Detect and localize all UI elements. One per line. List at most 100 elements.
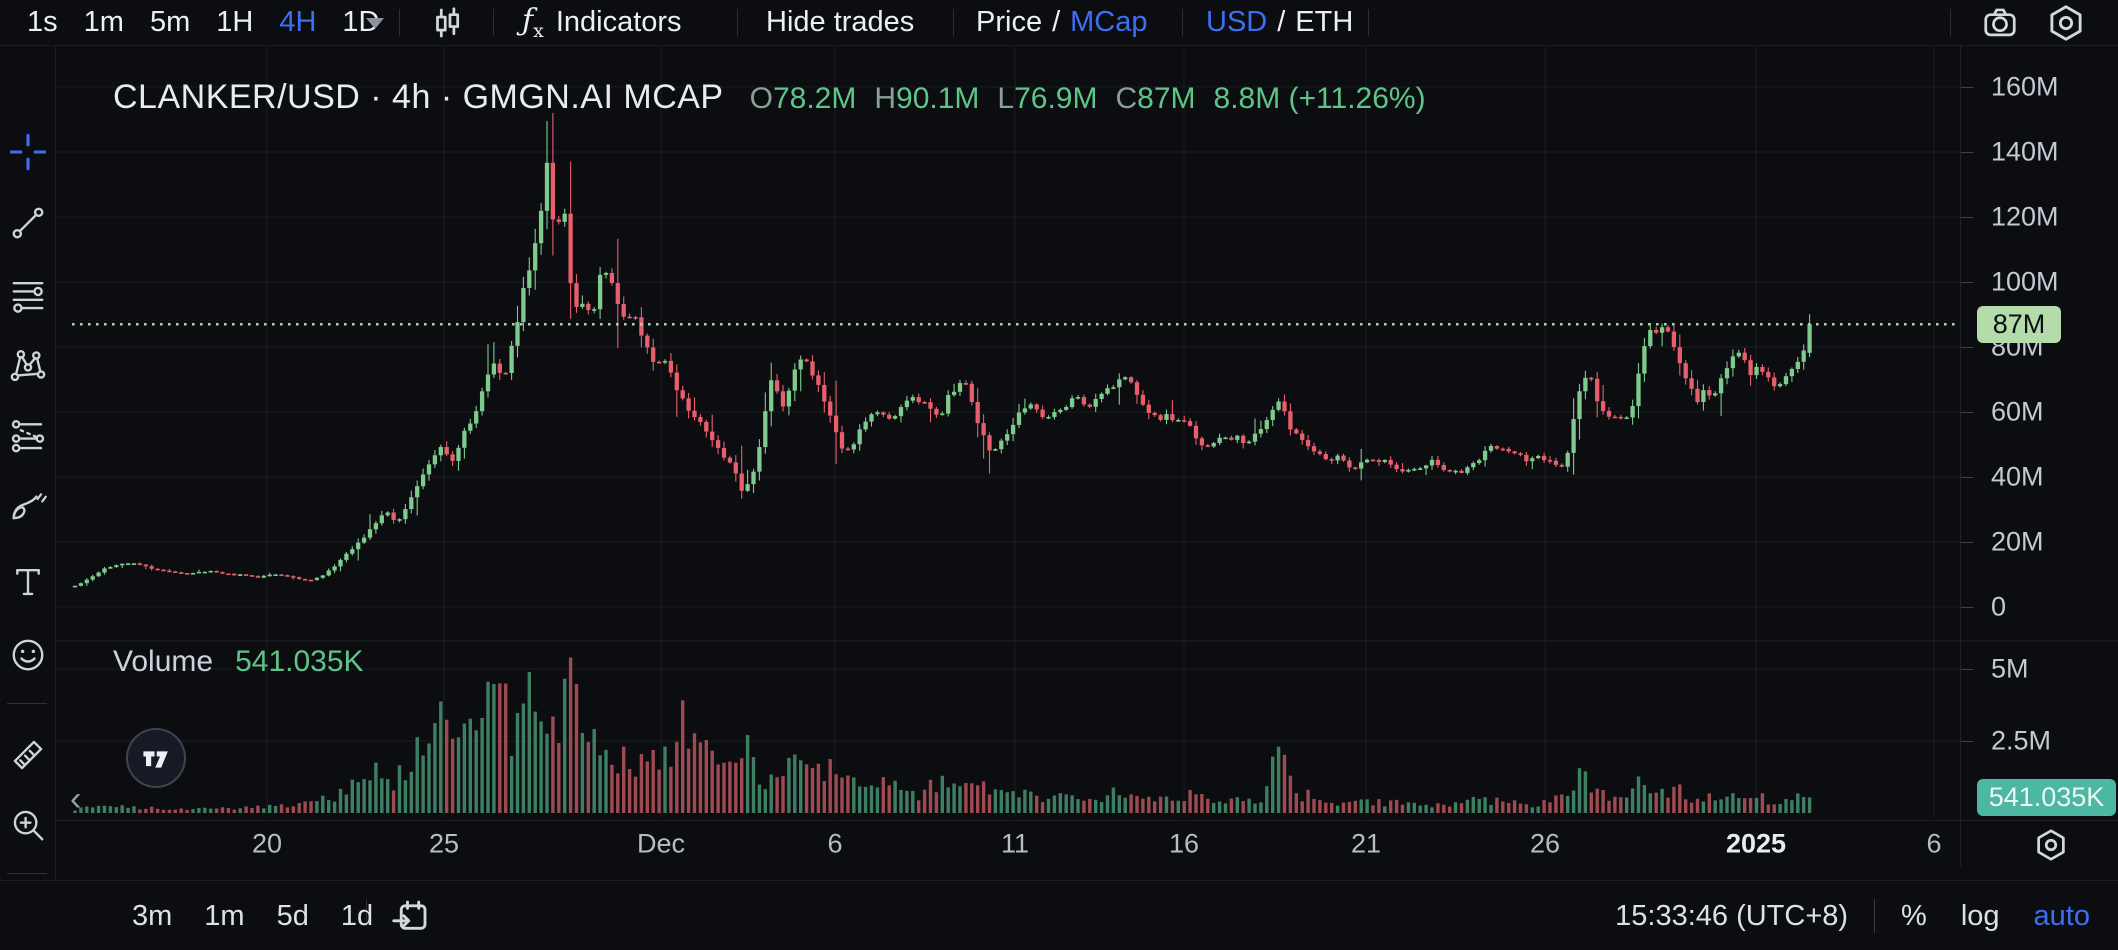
change-value: 8.8M (+11.26%): [1213, 82, 1426, 115]
price-mcap-toggle: Price / MCap: [976, 0, 1148, 45]
toolbar-divider: [1950, 9, 1951, 36]
toolbar-divider: [1874, 899, 1876, 933]
auto-scale-button[interactable]: auto: [2033, 899, 2090, 932]
eth-toggle[interactable]: ETH: [1295, 6, 1354, 38]
ohlc-L: L76.9M: [997, 82, 1098, 115]
last-price-badge: 87M: [1977, 305, 2061, 343]
clock-display[interactable]: 15:33:46 (UTC+8): [1615, 899, 1849, 932]
ohlc-H: H90.1M: [874, 82, 980, 115]
candle-style-button[interactable]: [428, 4, 466, 42]
price-tick-100M: 100M: [1991, 266, 2059, 297]
time-tick-21: 21: [1350, 828, 1382, 859]
go-to-date-button[interactable]: [390, 897, 430, 937]
range-1d[interactable]: 1d: [340, 899, 374, 932]
price-toggle[interactable]: Price: [976, 6, 1043, 38]
toolbar-divider: [737, 9, 738, 36]
timeframe-4H[interactable]: 4H: [279, 6, 317, 38]
gear-icon: [2050, 5, 2082, 41]
range-3m[interactable]: 3m: [132, 899, 173, 932]
price-scale[interactable]: 160M 140M 120M 100M 80M 60M 40M 20M 0 5M 2.5M: [1960, 45, 2118, 866]
slash-separator: /: [1052, 6, 1061, 38]
text-icon: [16, 568, 40, 596]
tool-xabcd-pattern[interactable]: [9, 346, 47, 384]
collapse-panel-chevron[interactable]: ‹: [70, 780, 82, 818]
price-tick-0: 0: [1991, 591, 2007, 622]
zoom-in-icon: [13, 810, 44, 841]
log-scale-button[interactable]: log: [1960, 899, 2000, 932]
timeframe-group: 1s 1m 5m 1H 4H 1D: [14, 0, 392, 45]
emoji-icon: [12, 639, 44, 671]
percent-scale-button[interactable]: %: [1901, 899, 1927, 932]
hide-trades-button[interactable]: Hide trades: [766, 6, 915, 38]
bottom-toolbar: 3m 1m 5d 1d 15:33:46 (UTC+8) % log auto: [0, 880, 2118, 950]
price-tick-140M: 140M: [1991, 136, 2059, 167]
time-tick-11: 11: [1000, 828, 1030, 859]
timeframe-1m[interactable]: 1m: [83, 6, 124, 38]
indicators-button[interactable]: ƒx Indicators: [522, 0, 682, 45]
tool-zoom-in[interactable]: [9, 806, 47, 844]
time-tick-2025: 2025: [1725, 828, 1787, 859]
volume-value: 541.035K: [235, 645, 364, 678]
volume-tick-2.5M: 2.5M: [1991, 725, 2052, 756]
calendar-arrow-icon: [392, 900, 427, 930]
drawing-toolbar: [0, 45, 56, 950]
axis-tick: [1961, 217, 1973, 218]
axis-tick: [1961, 152, 1973, 153]
scale-settings-button[interactable]: [2032, 826, 2070, 864]
volume-label: Volume: [113, 645, 214, 678]
chart-settings-button[interactable]: [2046, 3, 2086, 43]
time-scale[interactable]: 20 25 Dec 6 11 16 21 26 2025 6: [0, 820, 2118, 867]
symbol-title: CLANKER/USD · 4h · GMGN.AI MCAP: [113, 78, 724, 116]
toolbar-divider: [493, 9, 494, 36]
toolbar-divider: [7, 873, 47, 874]
fib-retracement-icon: [12, 281, 44, 313]
price-tick-160M: 160M: [1991, 71, 2059, 102]
chevron-down-icon[interactable]: [366, 18, 384, 29]
screenshot-button[interactable]: [1981, 4, 2019, 42]
fx-icon: ƒx: [522, 3, 544, 42]
toolbar-divider: [1182, 9, 1183, 36]
crosshair-icon: [9, 133, 47, 171]
time-tick-26: 26: [1529, 828, 1561, 859]
mcap-toggle[interactable]: MCap: [1070, 6, 1148, 38]
timeframe-1H[interactable]: 1H: [216, 6, 254, 38]
timeframe-5m[interactable]: 5m: [149, 6, 191, 38]
range-5d[interactable]: 5d: [276, 899, 309, 932]
axis-tick: [1961, 347, 1973, 348]
tool-text[interactable]: [9, 563, 47, 601]
slash-separator: /: [1277, 6, 1286, 38]
tradingview-logo[interactable]: [126, 728, 186, 788]
ruler-icon: [13, 740, 43, 770]
tool-brush[interactable]: [9, 486, 47, 524]
xabcd-pattern-icon: [10, 350, 46, 382]
usd-toggle[interactable]: USD: [1206, 6, 1268, 38]
top-toolbar: 1s 1m 5m 1H 4H 1D ƒx Indicators Hide trades P…: [0, 0, 2118, 46]
usd-eth-toggle: USD / ETH: [1206, 0, 1353, 45]
axis-tick: [1961, 669, 1973, 670]
candlestick-icon: [436, 7, 460, 38]
tool-fib-retracement[interactable]: [9, 276, 47, 314]
brush-icon: [12, 493, 47, 520]
time-tick-6: 6: [1926, 828, 1942, 859]
range-1m[interactable]: 1m: [204, 899, 245, 932]
tool-ruler[interactable]: [9, 736, 47, 774]
price-tick-20M: 20M: [1991, 526, 2044, 557]
timeframe-1s[interactable]: 1s: [27, 6, 58, 38]
tool-crosshair[interactable]: [9, 133, 47, 171]
axis-tick: [1961, 542, 1973, 543]
ohlc-C: C87M: [1115, 82, 1196, 115]
time-tick-16: 16: [1168, 828, 1200, 859]
axis-tick: [1961, 412, 1973, 413]
volume-tick-5M: 5M: [1991, 653, 2029, 684]
range-group: 3m 1m 5d 1d: [116, 881, 389, 950]
tool-trend-line[interactable]: [9, 204, 47, 242]
tool-long-position[interactable]: [9, 416, 47, 454]
axis-tick: [1961, 87, 1973, 88]
tool-emoji[interactable]: [9, 636, 47, 674]
time-tick-25: 25: [428, 828, 460, 859]
axis-tick: [1961, 282, 1973, 283]
axis-tick: [1961, 477, 1973, 478]
time-tick-6: 6: [827, 828, 843, 859]
